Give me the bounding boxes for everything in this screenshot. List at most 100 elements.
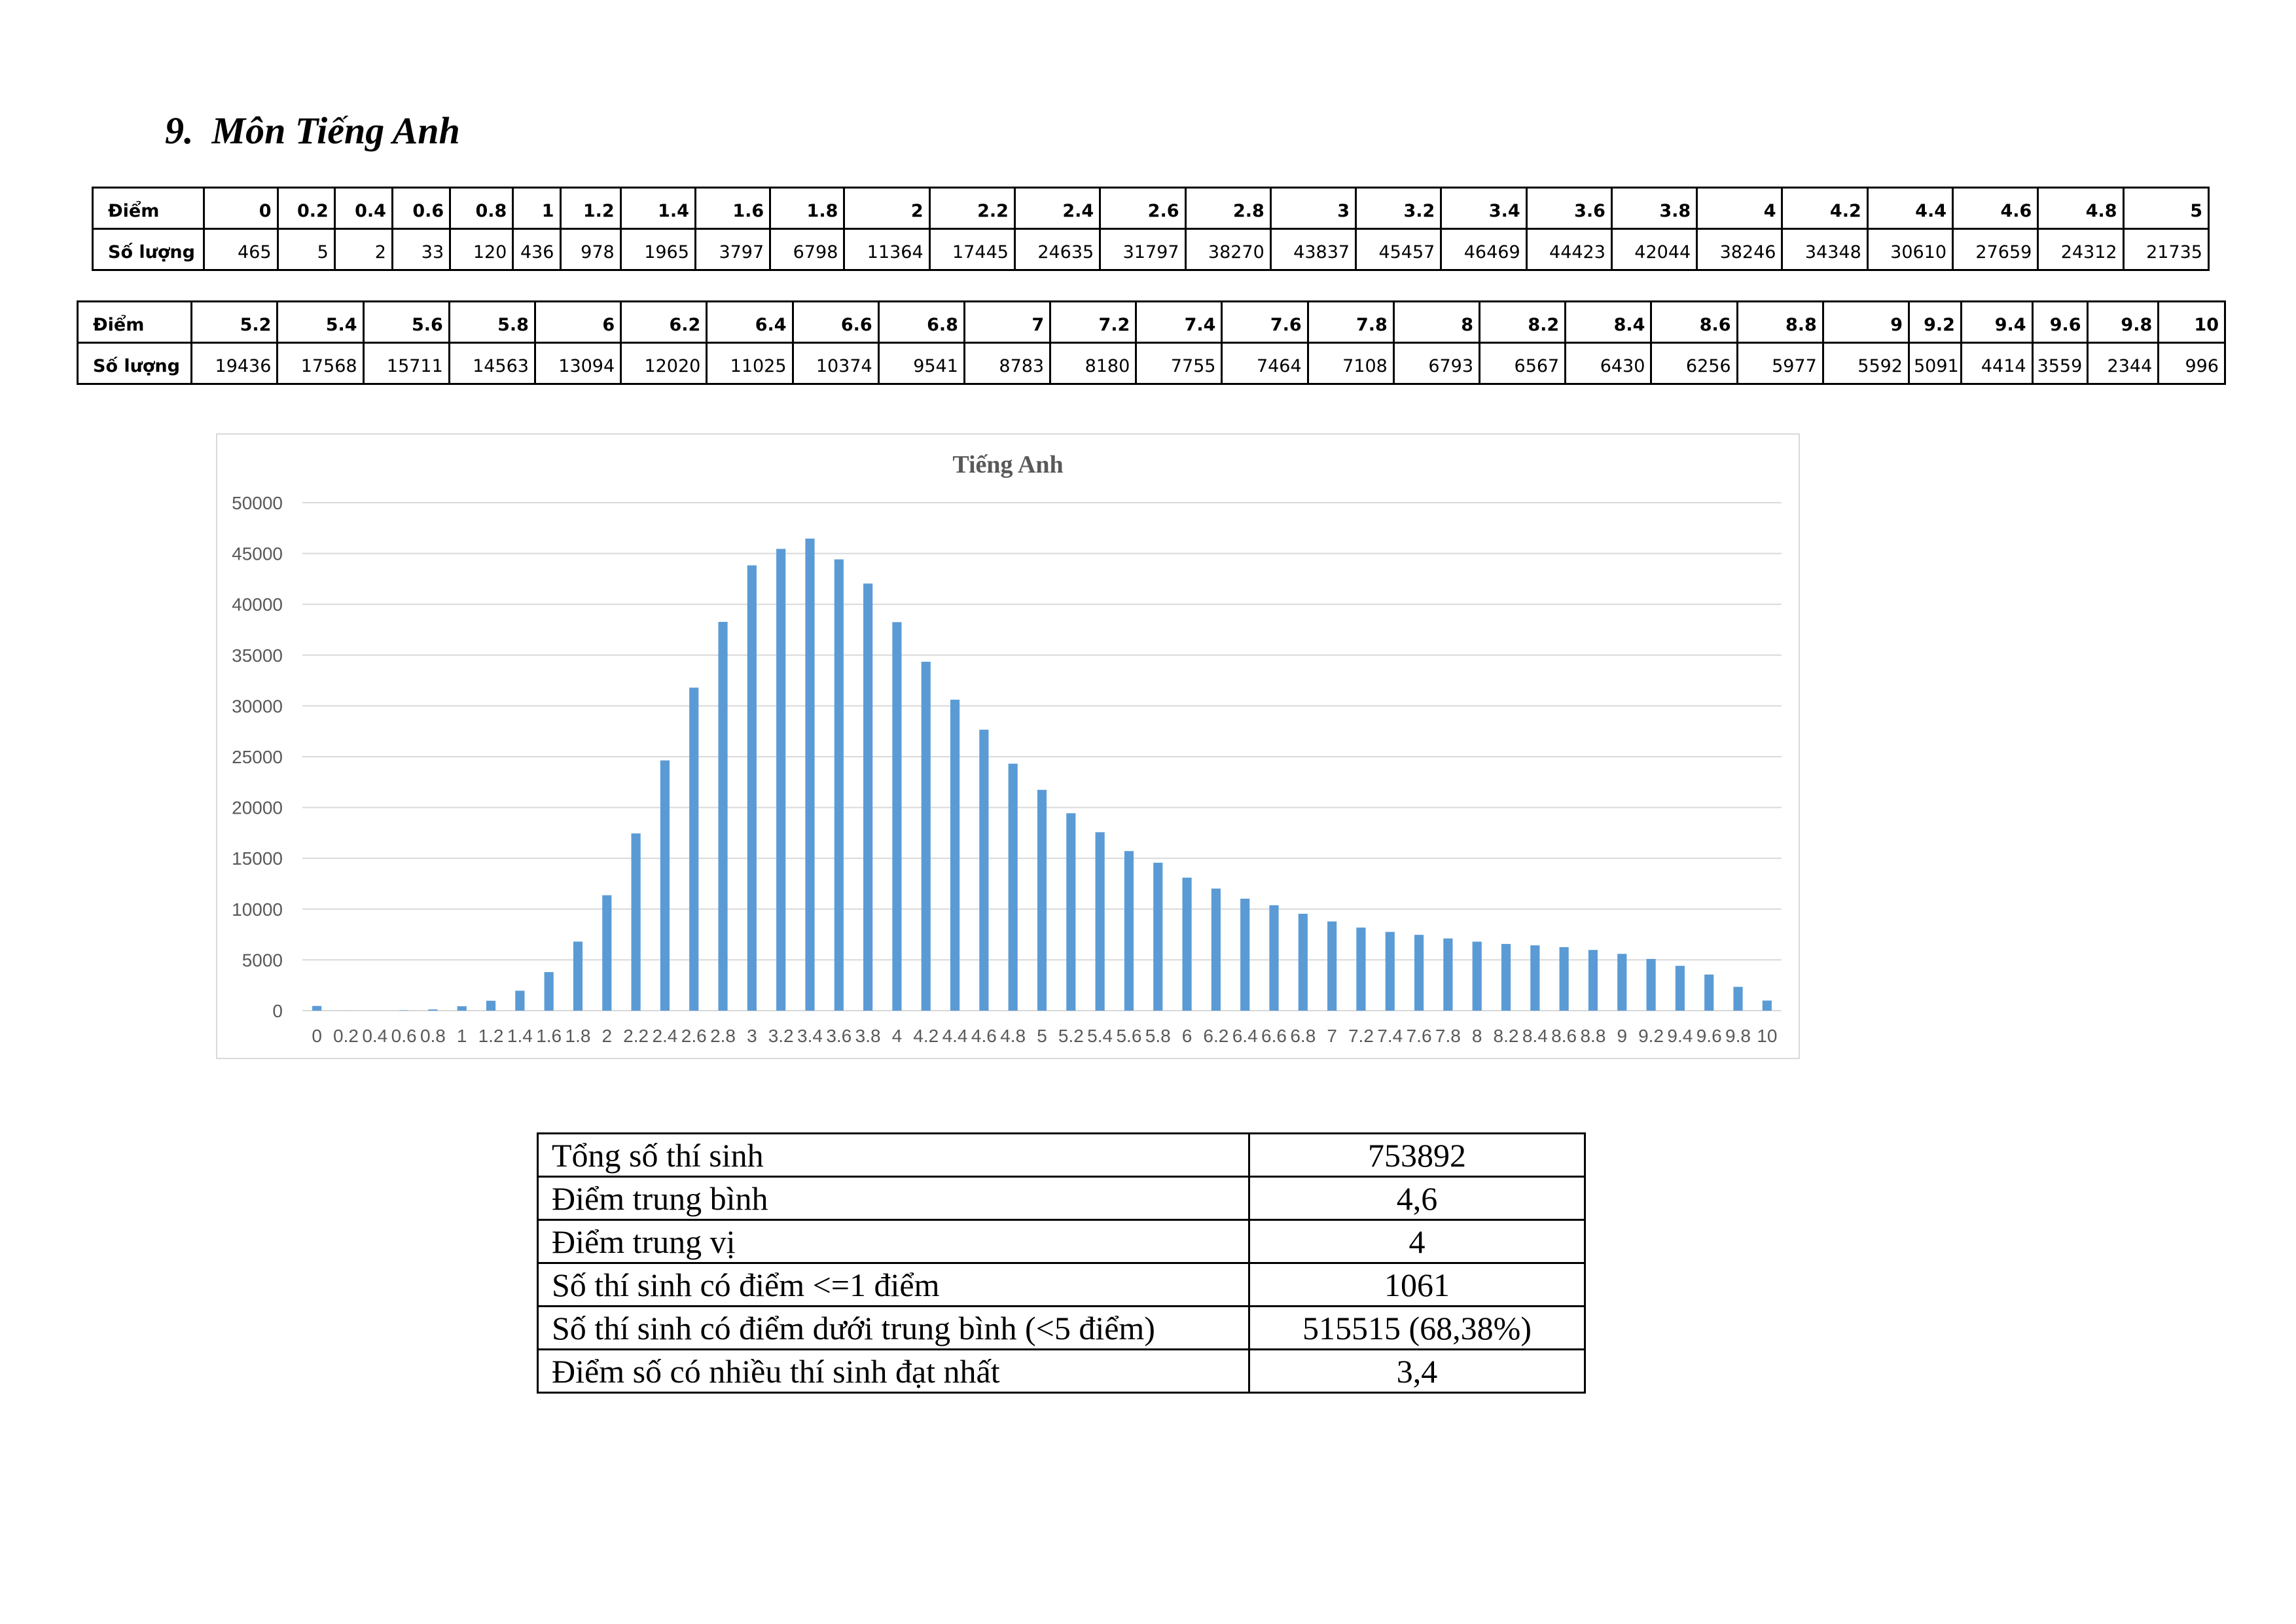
y-tick-label: 40000 — [232, 594, 283, 615]
bar — [1704, 974, 1714, 1011]
bar — [660, 760, 670, 1011]
x-tick-label: 2 — [602, 1026, 613, 1046]
score-row: Điểm 0 0.2 0.4 0.6 0.8 1 1.2 1.4 1.6 1.8 2 2.2 2.4 2.… — [91, 187, 2210, 230]
bar — [1443, 938, 1453, 1011]
count-cell: 6430 — [1564, 342, 1653, 385]
bar — [1008, 763, 1018, 1011]
count-cell: 13094 — [533, 342, 622, 385]
score-cell: 2.4 — [1013, 187, 1102, 230]
count-cell: 5091 — [1907, 342, 1962, 385]
summary-table: Tổng số thí sinh 753892 Điểm trung bình 4,6… — [537, 1132, 1586, 1394]
count-cell: 31797 — [1099, 228, 1187, 271]
chart-plot: 0 5000 10000 15000 20000 25000 30000 35000 40000… — [232, 493, 1782, 1046]
score-cell: 2.8 — [1184, 187, 1272, 230]
count-cell: 34348 — [1781, 228, 1869, 271]
bar — [747, 565, 757, 1011]
x-tick-label: 7.2 — [1348, 1026, 1374, 1046]
bar — [486, 1000, 496, 1011]
bar — [689, 687, 699, 1011]
bar — [950, 699, 960, 1011]
score-cell: 0.2 — [276, 187, 336, 230]
count-cell: 9541 — [877, 342, 965, 385]
score-cell: 6 — [533, 300, 622, 344]
score-cell: 0.6 — [391, 187, 452, 230]
score-cell: 0 — [203, 187, 279, 230]
count-cell: 7755 — [1135, 342, 1223, 385]
count-row: Số lượng 19436 17568 15711 14563 13094 12020 1… — [76, 342, 2226, 385]
score-cell: 0.8 — [449, 187, 514, 230]
summary-value: 753892 — [1248, 1132, 1586, 1178]
y-tick-label: 0 — [272, 1001, 283, 1021]
count-cell: 6798 — [769, 228, 846, 271]
score-cell: 4 — [1696, 187, 1784, 230]
x-tick-label: 0.6 — [391, 1026, 417, 1046]
x-tick-label: 3.2 — [768, 1026, 794, 1046]
bar — [457, 1006, 467, 1011]
count-cell: 996 — [2157, 342, 2226, 385]
score-cell: 3.2 — [1355, 187, 1443, 230]
score-cell: 1.8 — [769, 187, 846, 230]
score-row-label: Điểm — [76, 300, 193, 344]
count-cell: 3797 — [694, 228, 772, 271]
count-cell: 120 — [449, 228, 514, 271]
count-cell: 24312 — [2037, 228, 2125, 271]
score-cell: 3.6 — [1525, 187, 1613, 230]
score-cell: 2 — [843, 187, 931, 230]
score-distribution-chart: Tiếng Anh 0 5000 10000 15000 20000 25000 30000… — [216, 433, 1800, 1059]
score-cell: 7.8 — [1306, 300, 1395, 344]
x-tick-label: 4.8 — [1000, 1026, 1026, 1046]
x-tick-label: 1.4 — [507, 1026, 533, 1046]
summary-label: Điểm trung vị — [537, 1219, 1250, 1264]
count-cell: 6567 — [1479, 342, 1567, 385]
y-tick-label: 30000 — [232, 696, 283, 716]
x-tick-label: 8.2 — [1494, 1026, 1519, 1046]
summary-row: Số thí sinh có điểm dưới trung bình (<5 … — [537, 1305, 1586, 1350]
bar — [834, 559, 844, 1011]
section-heading: 9. Môn Tiếng Anh — [165, 110, 460, 152]
score-cell: 4.6 — [1952, 187, 2039, 230]
count-cell: 38270 — [1184, 228, 1272, 271]
section-title: Môn Tiếng Anh — [211, 109, 460, 152]
score-cell: 4.4 — [1866, 187, 1954, 230]
x-tick-label: 4.4 — [942, 1026, 968, 1046]
score-row-label: Điểm — [91, 187, 206, 230]
x-tick-label: 9.4 — [1667, 1026, 1693, 1046]
count-cell: 44423 — [1525, 228, 1613, 271]
bar — [515, 990, 525, 1011]
bar — [1559, 947, 1569, 1011]
score-cell: 10 — [2157, 300, 2226, 344]
count-row: Số lượng 465 5 2 33 120 436 978 1965 3797 6798 113… — [91, 228, 2210, 271]
bar — [1617, 954, 1627, 1011]
score-cell: 5 — [2122, 187, 2210, 230]
score-cell: 1 — [512, 187, 562, 230]
count-cell: 21735 — [2122, 228, 2210, 271]
count-cell: 2 — [333, 228, 393, 271]
bar — [1211, 888, 1221, 1011]
count-cell: 42044 — [1610, 228, 1698, 271]
score-cell: 7.6 — [1221, 300, 1309, 344]
x-tick-label: 3.4 — [797, 1026, 823, 1046]
count-cell: 8783 — [963, 342, 1052, 385]
x-tick-label: 9.8 — [1725, 1026, 1751, 1046]
bar — [631, 833, 641, 1011]
bar — [1472, 941, 1482, 1011]
bar — [1066, 813, 1076, 1011]
count-cell: 10374 — [791, 342, 880, 385]
summary-row: Điểm trung bình 4,6 — [537, 1176, 1586, 1221]
bar — [544, 972, 554, 1011]
score-cell: 5.8 — [448, 300, 536, 344]
x-tick-label: 5 — [1037, 1026, 1047, 1046]
y-tick-label: 10000 — [232, 899, 283, 920]
score-cell: 5.6 — [362, 300, 450, 344]
y-tick-label: 35000 — [232, 645, 283, 666]
score-cell: 6.8 — [877, 300, 965, 344]
bar — [892, 622, 902, 1011]
score-cell: 8.6 — [1650, 300, 1738, 344]
summary-row: Điểm trung vị 4 — [537, 1219, 1586, 1264]
score-cell: 4.8 — [2037, 187, 2125, 230]
x-tick-label: 2.4 — [652, 1026, 677, 1046]
x-tick-label: 3 — [747, 1026, 757, 1046]
x-tick-label: 9.2 — [1638, 1026, 1664, 1046]
bar — [1327, 921, 1337, 1011]
x-tick-label: 6.2 — [1203, 1026, 1229, 1046]
